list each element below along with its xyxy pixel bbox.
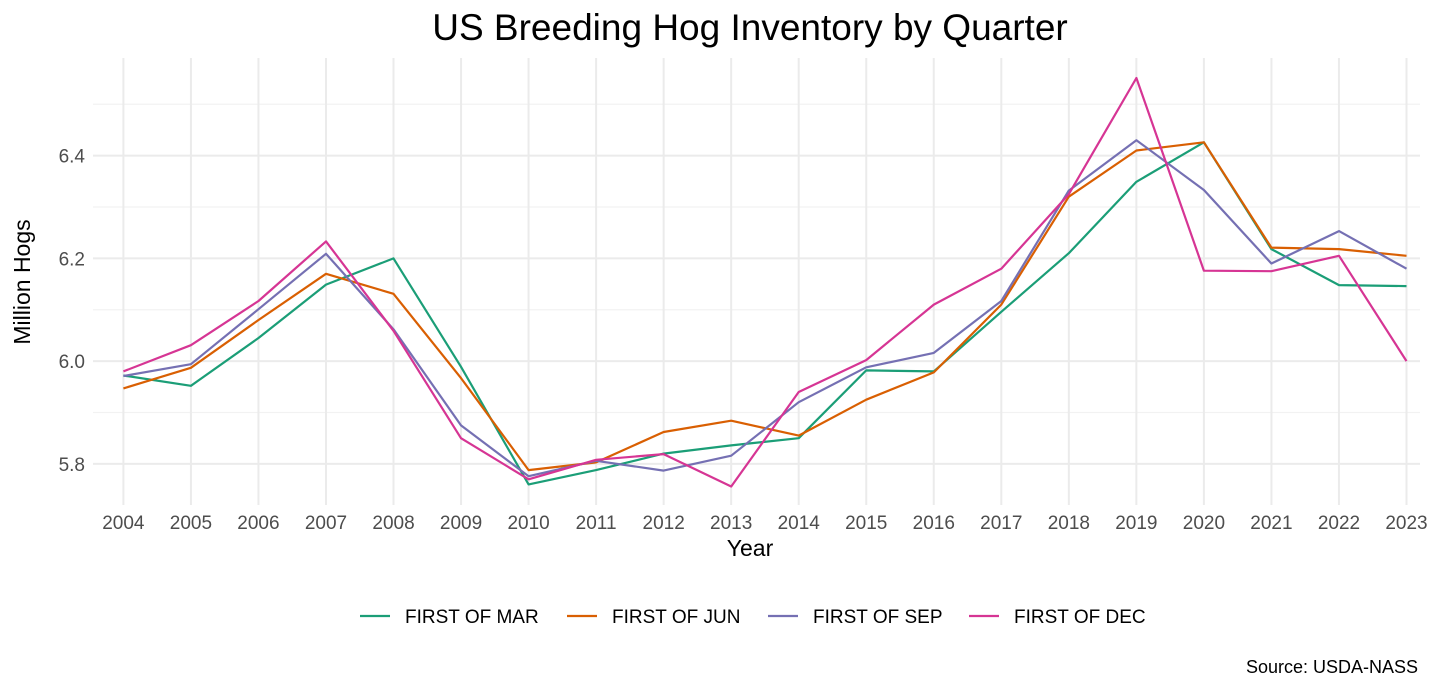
y-tick-label: 6.2 [59, 249, 85, 270]
y-tick-label: 6.4 [59, 147, 86, 168]
x-tick-label: 2004 [102, 513, 145, 534]
y-tick-label: 5.8 [59, 455, 85, 476]
x-tick-label: 2011 [576, 513, 617, 534]
x-tick-label: 2017 [980, 513, 1022, 534]
x-tick-label: 2009 [440, 513, 482, 534]
series-line-first-of-jun [123, 141, 1407, 472]
y-axis-ticks: 5.8 6.0 6.2 6.4 [59, 147, 86, 476]
series-line-first-of-mar [123, 141, 1407, 486]
x-tick-label: 2016 [913, 513, 955, 534]
x-tick-label: 2012 [643, 513, 685, 534]
series-line-first-of-sep [123, 139, 1408, 478]
x-axis-ticks: 2004 2005 2006 2007 2008 2009 2010 2011 2012 2013… [102, 513, 1427, 534]
chart-title: US Breeding Hog Inventory by Quarter [432, 7, 1068, 48]
series-lines [123, 76, 1408, 488]
x-tick-label: 2014 [778, 513, 821, 534]
x-tick-label: 2015 [845, 513, 887, 534]
legend-label-first-of-sep: FIRST OF SEP [813, 607, 943, 628]
legend: FIRST OF MAR FIRST OF JUN FIRST OF SEP FIRS… [360, 607, 1146, 628]
legend-label-first-of-dec: FIRST OF DEC [1014, 607, 1146, 628]
x-tick-label: 2006 [237, 513, 279, 534]
x-tick-label: 2010 [507, 513, 549, 534]
legend-label-first-of-jun: FIRST OF JUN [612, 607, 740, 628]
x-tick-label: 2005 [170, 513, 212, 534]
x-tick-label: 2008 [372, 513, 414, 534]
series-line-first-of-dec [123, 76, 1408, 488]
legend-label-first-of-mar: FIRST OF MAR [405, 607, 539, 628]
x-tick-label: 2020 [1183, 513, 1225, 534]
x-tick-label: 2007 [305, 513, 347, 534]
x-tick-label: 2023 [1385, 513, 1427, 534]
x-axis-title: Year [727, 535, 774, 561]
x-tick-label: 2018 [1048, 513, 1090, 534]
grid [93, 58, 1420, 505]
y-axis-title: Million Hogs [9, 219, 35, 344]
x-tick-label: 2022 [1318, 513, 1360, 534]
source-caption: Source: USDA-NASS [1246, 657, 1418, 677]
x-tick-label: 2013 [710, 513, 752, 534]
x-tick-label: 2019 [1115, 513, 1157, 534]
y-tick-label: 6.0 [59, 352, 85, 373]
x-tick-label: 2021 [1250, 513, 1292, 534]
